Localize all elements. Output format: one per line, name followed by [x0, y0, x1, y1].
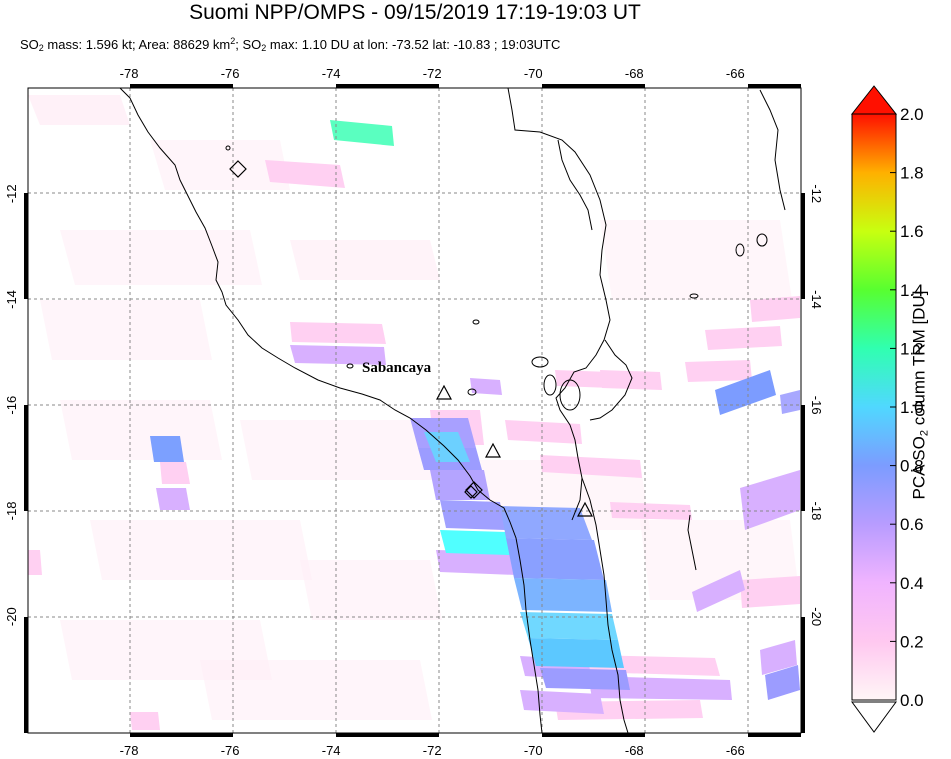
diamond-marker	[229, 160, 247, 178]
x-tick-label: -70	[524, 66, 543, 81]
volcano-marker	[484, 442, 502, 458]
y-tick-label: -12	[809, 184, 824, 203]
y-tick-label: -20	[4, 607, 19, 626]
colorbar-tick-label: 0.2	[900, 632, 924, 651]
x-tick-label: -72	[423, 743, 442, 758]
y-tick-label: -14	[809, 290, 824, 309]
x-tick-label: -66	[726, 66, 745, 81]
x-tick-label: -68	[625, 743, 644, 758]
so2-plume	[150, 120, 800, 700]
chart-subtitle: SO2 mass: 1.596 kt; Area: 88629 km2; SO2…	[20, 36, 561, 53]
chart-title: Suomi NPP/OMPS - 09/15/2019 17:19-19:03 …	[189, 1, 641, 24]
x-tick-labels-top: -78 -76 -74 -72 -70 -68 -66	[120, 66, 745, 81]
y-tick-labels-left: -12 -14 -16 -18 -20	[4, 184, 19, 626]
volcano-label-sabancaya: Sabancaya	[362, 360, 432, 376]
x-tick-label: -70	[524, 743, 543, 758]
y-tick-label: -18	[4, 502, 19, 521]
volcano-marker	[576, 501, 594, 517]
x-tick-label: -78	[120, 66, 139, 81]
y-tick-label: -20	[809, 607, 824, 626]
colorbar-tick-label: 0.0	[900, 691, 924, 710]
x-tick-label: -68	[625, 66, 644, 81]
colorbar-ticks: 0.0 0.2 0.4 0.6 0.8 1.0 1.2 1.4 1.6 1.8 2.0	[890, 105, 924, 710]
colorbar-min-arrow	[851, 701, 897, 733]
x-tick-label: -74	[322, 743, 341, 758]
y-tick-label: -18	[809, 502, 824, 521]
grid	[28, 88, 801, 733]
coastline	[119, 88, 786, 733]
colorbar: 0.0 0.2 0.4 0.6 0.8 1.0 1.2 1.4 1.6 1.8 2.0	[850, 85, 924, 733]
diamond-marker	[464, 485, 478, 499]
colorbar-tick-label: 1.8	[900, 164, 924, 183]
x-tick-label: -76	[221, 66, 240, 81]
colorbar-tick-label: 0.4	[900, 574, 924, 593]
frame-ticks	[24, 84, 805, 737]
volcano-marker-sabancaya	[435, 384, 453, 400]
background-swaths	[28, 95, 800, 720]
colorbar-tick-label: 0.8	[900, 457, 924, 476]
y-tick-label: -14	[4, 290, 19, 309]
y-tick-label: -16	[4, 396, 19, 415]
colorbar-gradient	[851, 113, 897, 701]
colorbar-tick-label: 0.6	[900, 515, 924, 534]
volcano-markers	[229, 160, 594, 517]
x-tick-label: -74	[322, 66, 341, 81]
colorbar-tick-label: 2.0	[900, 105, 924, 124]
colorbar-tick-label: 1.6	[900, 222, 924, 241]
colorbar-tick-label: 1.4	[900, 281, 924, 300]
colorbar-max-arrow	[850, 85, 898, 115]
colorbar-title: PCA SO2 column TRM [DU]	[909, 290, 931, 500]
colorbar-tick-label: 1.2	[900, 339, 924, 358]
x-tick-label: -66	[726, 743, 745, 758]
x-tick-labels-bottom: -78 -76 -74 -72 -70 -68 -66	[120, 743, 745, 758]
x-tick-label: -78	[120, 743, 139, 758]
x-tick-label: -76	[221, 743, 240, 758]
diamond-marker	[465, 481, 483, 499]
y-tick-label: -12	[4, 184, 19, 203]
y-tick-label: -16	[809, 396, 824, 415]
y-tick-labels-right: -12 -14 -16 -18 -20	[809, 184, 824, 626]
x-tick-label: -72	[423, 66, 442, 81]
colorbar-tick-label: 1.0	[900, 398, 924, 417]
